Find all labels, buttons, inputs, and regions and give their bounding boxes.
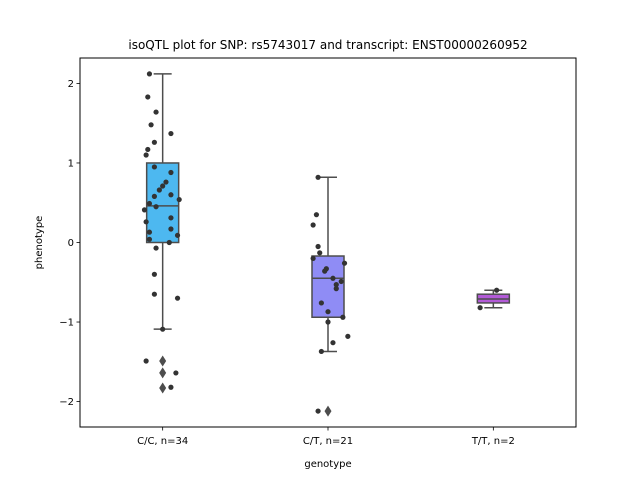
data-point — [333, 286, 339, 292]
data-point — [168, 384, 174, 390]
data-point — [318, 300, 324, 306]
data-point — [143, 358, 149, 364]
data-point — [143, 152, 149, 158]
data-point — [151, 139, 157, 145]
data-point — [310, 255, 316, 262]
data-point — [168, 226, 174, 232]
axes-frame — [79, 57, 577, 428]
data-point — [160, 326, 166, 332]
data-point — [330, 275, 336, 281]
data-point — [341, 260, 348, 266]
data-point — [330, 340, 336, 346]
data-point — [151, 291, 157, 297]
data-point — [153, 109, 159, 115]
data-point — [494, 287, 500, 293]
data-point — [146, 236, 153, 242]
data-point — [318, 348, 324, 355]
y-tick-label: 0 — [68, 238, 74, 249]
y-tick-label: 1 — [68, 158, 74, 169]
data-point — [163, 179, 169, 185]
data-point — [345, 333, 351, 339]
data-point — [156, 187, 162, 193]
x-tick-label: C/C, n=34 — [137, 436, 188, 447]
data-point — [153, 245, 159, 251]
data-point — [310, 222, 316, 228]
data-point — [168, 215, 174, 221]
x-tick-label: T/T, n=2 — [471, 436, 515, 447]
y-axis-title: phenotype — [34, 216, 45, 270]
data-point — [340, 314, 346, 320]
outlier-marker — [159, 355, 167, 367]
plot-layer — [141, 71, 511, 417]
data-point — [143, 219, 149, 225]
data-point — [151, 193, 157, 199]
data-point — [315, 174, 321, 180]
data-point — [168, 130, 174, 137]
box-group — [145, 73, 180, 394]
data-point — [317, 250, 323, 256]
outlier-marker — [324, 405, 332, 417]
data-point — [313, 212, 320, 218]
data-point — [174, 295, 181, 301]
data-point — [333, 282, 339, 288]
data-point — [153, 204, 159, 210]
data-point — [322, 268, 328, 274]
box-group — [476, 289, 511, 309]
y-tick-label: −1 — [59, 318, 74, 329]
box — [311, 255, 345, 319]
data-point — [325, 319, 331, 325]
data-point — [141, 207, 148, 213]
y-axis: −2 −1 0 1 2 — [59, 79, 80, 408]
outlier-marker — [159, 367, 167, 379]
data-point — [176, 196, 182, 203]
y-tick-label: 2 — [68, 79, 74, 90]
data-point — [338, 278, 344, 285]
data-point — [315, 243, 321, 250]
outlier-marker — [159, 382, 167, 394]
data-point — [148, 122, 154, 128]
data-point — [146, 229, 153, 235]
data-point — [145, 94, 151, 100]
data-point — [151, 164, 157, 170]
chart-title: isoQTL plot for SNP: rs5743017 and trans… — [128, 38, 527, 52]
data-point — [166, 239, 172, 246]
data-point — [315, 408, 321, 414]
data-point — [325, 309, 331, 315]
data-point — [146, 200, 153, 207]
x-tick-label: C/T, n=21 — [303, 436, 353, 447]
x-axis-title: genotype — [304, 459, 351, 470]
data-point — [174, 232, 181, 238]
data-point — [168, 169, 174, 176]
data-point — [145, 146, 151, 153]
x-axis: C/C, n=34 C/T, n=21 T/T, n=2 — [137, 427, 515, 447]
data-point — [477, 305, 483, 311]
data-point — [146, 71, 153, 77]
y-tick-label: −2 — [59, 397, 74, 408]
data-point — [151, 271, 157, 277]
data-point — [168, 192, 174, 198]
data-point — [160, 183, 166, 189]
data-point — [173, 370, 179, 376]
